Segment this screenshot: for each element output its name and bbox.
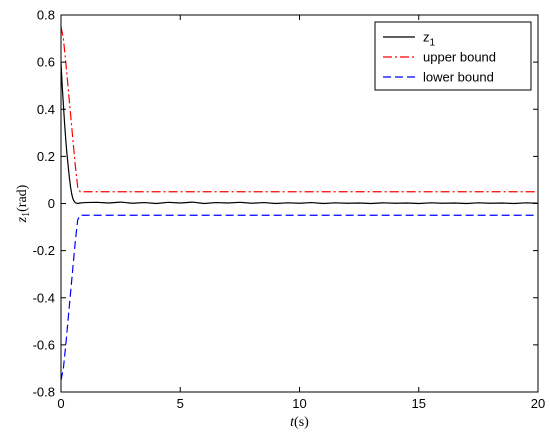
x-tick-label: 0 [57,396,64,411]
y-tick-label: 0.6 [37,55,55,70]
x-tick-label: 15 [412,396,426,411]
legend-label: lower bound [423,70,494,85]
y-tick-label: -0.4 [33,290,55,305]
y-tick-label: -0.2 [33,243,55,258]
x-tick-label: 5 [177,396,184,411]
legend-label: upper bound [423,50,496,65]
series-line-z1 [61,62,538,205]
series-line-upper-bound [61,26,538,193]
y-tick-label: 0 [48,196,55,211]
y-tick-label: -0.8 [33,385,55,400]
legend-label: z1 [423,30,436,49]
legend-item: upper bound [383,50,496,65]
legend-item: lower bound [383,70,494,85]
ticks-layer [60,14,539,393]
y-axis-label: z1(rad) [15,184,32,223]
series-line-lower-bound [61,214,538,381]
legend-box [374,21,532,91]
series-layer [61,26,538,381]
y-tick-label: 0.4 [37,102,55,117]
y-tick-label: 0.2 [37,149,55,164]
legend-item: z1 [383,30,436,49]
y-tick-label: -0.6 [33,337,55,352]
x-tick-label: 20 [531,396,545,411]
x-axis-label: t(s) [290,415,309,430]
x-tick-label: 10 [292,396,306,411]
y-tick-label: 0.8 [37,8,55,23]
tick-labels-layer: 0 5 10 15 20 -0.8 -0.6 -0.4 -0.2 0 0.2 0.4 0.6 0.8 [33,8,546,412]
